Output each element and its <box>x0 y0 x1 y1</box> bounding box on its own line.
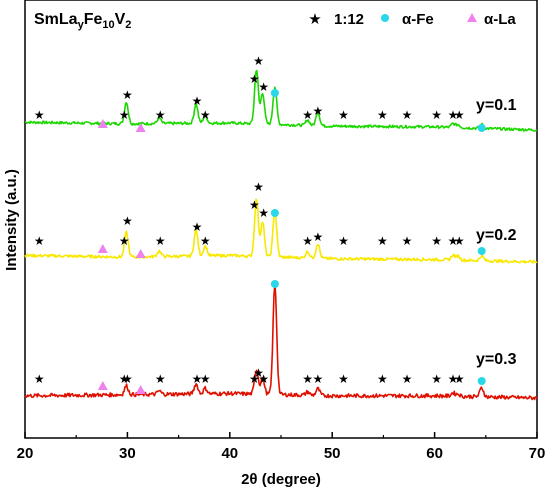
series-label-y03: y=0.3 <box>476 351 517 368</box>
alpha-fe-marker-s3-0 <box>270 280 279 288</box>
x-tick-label-50: 50 <box>324 445 341 462</box>
star-marker-s3-15: ★ <box>448 372 459 386</box>
y-axis-title: Intensity (a.u.) <box>3 169 20 271</box>
star-marker-s2-4: ★ <box>192 220 203 234</box>
star-marker-s1-14: ★ <box>431 108 442 122</box>
star-marker-s3-4: ★ <box>192 372 203 386</box>
star-marker-s1-0: ★ <box>34 108 45 122</box>
star-marker-s2-3: ★ <box>155 234 166 248</box>
star-marker-s3-3: ★ <box>155 372 166 386</box>
star-marker-s1-6: ★ <box>249 72 260 86</box>
alpha-la-marker-s2-1 <box>135 249 146 258</box>
legend-circle-marker <box>381 14 389 22</box>
legend-label-alpha-fe: α-Fe <box>402 11 434 28</box>
series-label-y02: y=0.2 <box>476 227 517 244</box>
star-marker-s2-11: ★ <box>338 234 349 248</box>
star-marker-s1-2: ★ <box>122 88 133 102</box>
star-marker-s1-4: ★ <box>192 94 203 108</box>
alpha-fe-marker-s2-0 <box>270 209 279 217</box>
star-marker-s1-13: ★ <box>402 108 413 122</box>
star-marker-s3-13: ★ <box>402 372 413 386</box>
alpha-la-marker-s1-1 <box>135 123 146 132</box>
star-marker-s3-12: ★ <box>377 372 388 386</box>
alpha-fe-marker-s2-1 <box>477 247 486 255</box>
alpha-la-marker-s2-0 <box>97 244 108 253</box>
star-marker-s3-10: ★ <box>313 372 324 386</box>
star-marker-s1-8: ★ <box>258 80 269 94</box>
series-layer <box>24 69 538 401</box>
star-marker-s1-3: ★ <box>155 108 166 122</box>
legend-star-marker: ★ <box>308 11 321 28</box>
star-marker-s2-10: ★ <box>313 230 324 244</box>
star-marker-s3-0: ★ <box>34 372 45 386</box>
star-marker-s3-5: ★ <box>200 372 211 386</box>
star-marker-s1-15: ★ <box>448 108 459 122</box>
star-marker-s2-6: ★ <box>249 198 260 212</box>
series-line-2 <box>24 198 538 264</box>
star-marker-s1-5: ★ <box>200 108 211 122</box>
star-marker-s3-6: ★ <box>249 372 260 386</box>
star-marker-s1-1: ★ <box>119 108 130 122</box>
star-marker-s2-16: ★ <box>454 234 465 248</box>
x-tick-label-20: 20 <box>17 445 34 462</box>
star-marker-s2-8: ★ <box>258 206 269 220</box>
star-marker-s1-11: ★ <box>338 108 349 122</box>
star-marker-s1-12: ★ <box>377 108 388 122</box>
alpha-la-marker-s1-0 <box>97 119 108 128</box>
alpha-fe-marker-s3-1 <box>477 377 486 385</box>
star-marker-s3-7: ★ <box>253 366 264 380</box>
series-label-y01: y=0.1 <box>476 97 517 114</box>
star-marker-s3-11: ★ <box>338 372 349 386</box>
star-marker-s3-1: ★ <box>119 372 130 386</box>
star-marker-s3-9: ★ <box>302 372 313 386</box>
star-marker-s1-7: ★ <box>253 54 264 68</box>
star-marker-s2-12: ★ <box>377 234 388 248</box>
series-line-1 <box>24 69 538 132</box>
x-tick-label-70: 70 <box>529 445 546 462</box>
x-tick-label-40: 40 <box>221 445 238 462</box>
star-marker-s1-10: ★ <box>313 104 324 118</box>
star-marker-s2-14: ★ <box>431 234 442 248</box>
x-axis-title: 2θ (degree) <box>241 471 321 488</box>
alpha-la-marker-s3-1 <box>135 385 146 394</box>
star-marker-s3-14: ★ <box>431 372 442 386</box>
star-marker-s2-2: ★ <box>122 214 133 228</box>
star-marker-s3-2: ★ <box>122 372 133 386</box>
marker-layer: ★ ★★★★★★★★★ ★ ★ ★ ★ ★ ★★★ ★★★★★★★★★ ★ ★ ★ ★ ★ ★★★ ★★ ★ ★★… <box>34 54 486 394</box>
star-marker-s1-16: ★ <box>454 108 465 122</box>
x-tick-label-60: 60 <box>426 445 443 462</box>
series-line-3 <box>24 282 538 401</box>
legend-label-1-12: 1:12 <box>334 11 364 28</box>
legend-triangle-marker <box>467 13 477 22</box>
star-marker-s2-5: ★ <box>200 234 211 248</box>
star-marker-s2-1: ★ <box>119 234 130 248</box>
star-marker-s2-15: ★ <box>448 234 459 248</box>
alpha-fe-marker-s1-0 <box>270 89 279 97</box>
x-tick-label-30: 30 <box>119 445 136 462</box>
star-marker-s2-7: ★ <box>253 180 264 194</box>
star-marker-s2-0: ★ <box>34 234 45 248</box>
star-marker-s2-13: ★ <box>402 234 413 248</box>
tick-layer: 20 30 40 50 60 70 <box>17 432 546 462</box>
alpha-fe-marker-s1-1 <box>477 124 486 132</box>
chart-title: SmLayFe10V2 <box>34 11 131 31</box>
star-marker-s1-9: ★ <box>302 108 313 122</box>
star-marker-s2-9: ★ <box>302 234 313 248</box>
star-marker-s3-16: ★ <box>454 372 465 386</box>
alpha-la-marker-s3-0 <box>97 381 108 390</box>
legend-label-alpha-la: α-La <box>484 11 516 28</box>
legend: ★ 1:12 α-Fe α-La <box>308 11 516 28</box>
star-marker-s3-8: ★ <box>258 372 269 386</box>
